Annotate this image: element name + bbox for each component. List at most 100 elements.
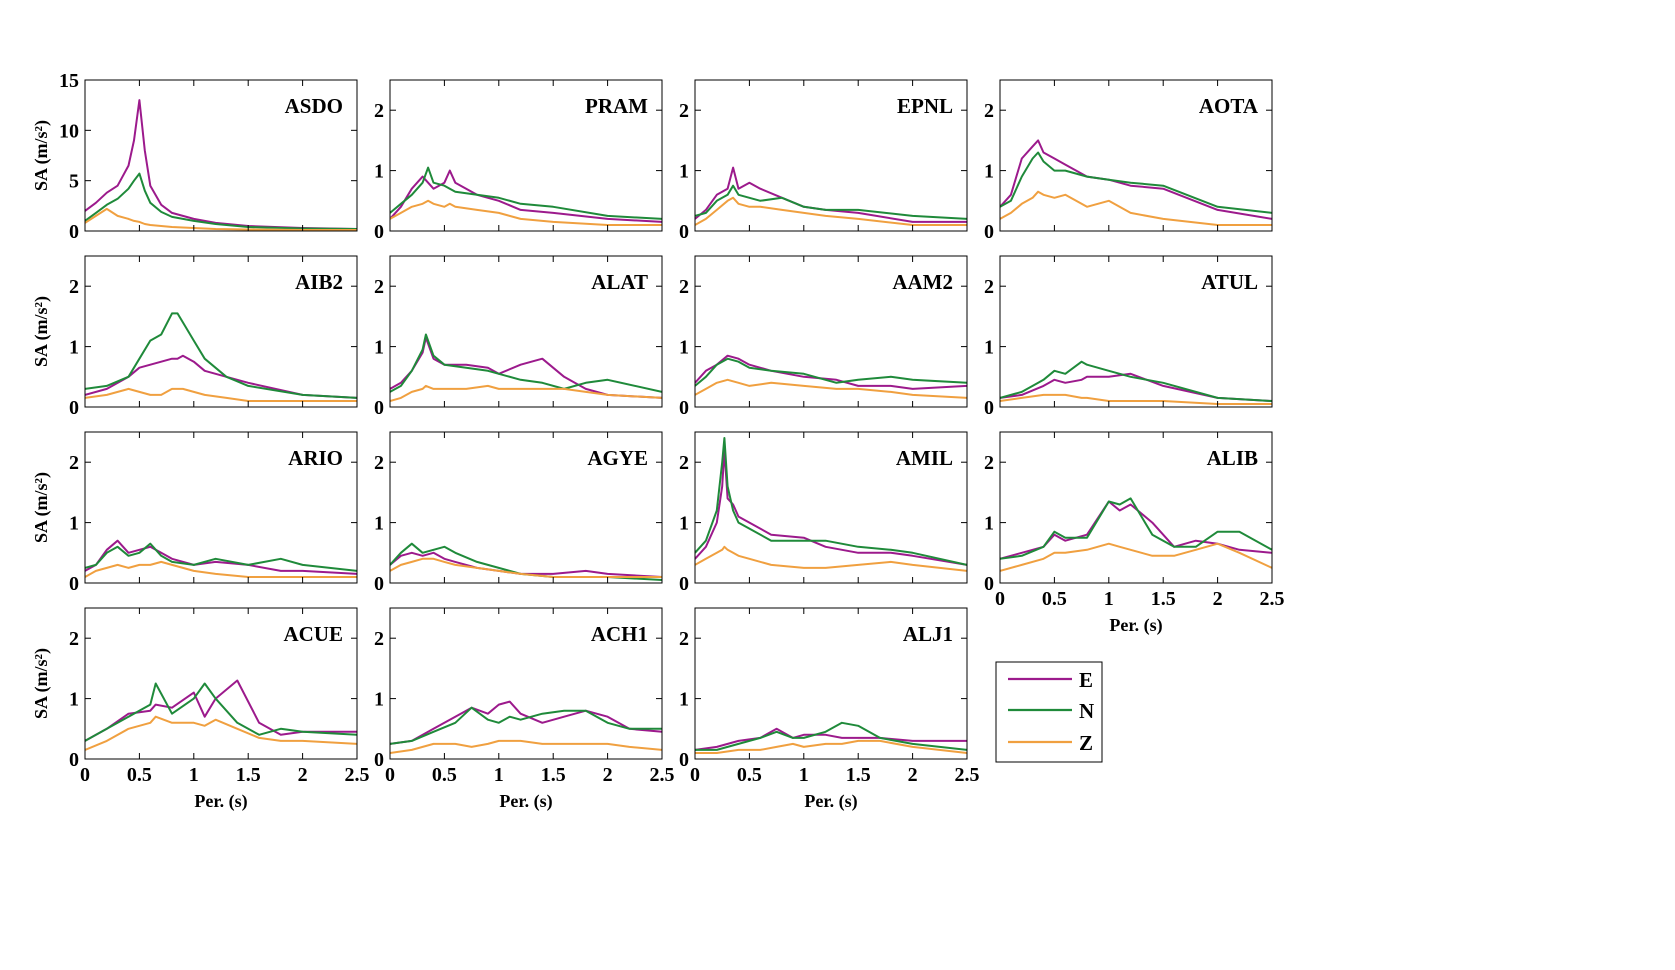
ytick-label: 0 bbox=[679, 221, 689, 243]
series-e-aota bbox=[1000, 139, 1272, 220]
axes-frame-alat bbox=[389, 255, 663, 408]
panel-acue: 0 1 2 0 0.5 1 1.5 2 2.5 ACUE Per. (s) SA (m/s²) bbox=[31, 607, 370, 812]
ytick-label: 1 bbox=[374, 513, 384, 535]
xtick-label: 1.5 bbox=[541, 764, 566, 786]
ytick-label: 0 bbox=[69, 397, 79, 419]
panel-alat: 0 1 2 ALAT bbox=[374, 255, 663, 419]
ytick-label: 1 bbox=[69, 337, 79, 359]
ytick-label: 1 bbox=[679, 689, 689, 711]
ytick-label: 0 bbox=[679, 573, 689, 595]
panel-pram: 0 1 2 PRAM bbox=[374, 79, 663, 243]
y-axis-label: SA (m/s²) bbox=[31, 120, 52, 191]
ytick-label: 2 bbox=[679, 276, 689, 298]
series-z-agye bbox=[390, 557, 662, 578]
ytick-label: 2 bbox=[69, 628, 79, 650]
panel-agye: 0 1 2 AGYE bbox=[374, 431, 663, 595]
series-e-atul bbox=[1000, 372, 1272, 402]
xtick-label: 1.5 bbox=[846, 764, 871, 786]
xtick-label: 2 bbox=[908, 764, 918, 786]
panel-title: PRAM bbox=[585, 94, 648, 118]
axes-frame-alj1 bbox=[694, 607, 968, 760]
ytick-label: 0 bbox=[374, 749, 384, 771]
panel-title: AGYE bbox=[587, 446, 648, 470]
axes-frame-epnl bbox=[694, 79, 968, 232]
y-axis-label: SA (m/s²) bbox=[31, 296, 52, 367]
legend-label-z: Z bbox=[1079, 731, 1093, 755]
series-n-acue bbox=[85, 682, 357, 742]
panel-aota: 0 1 2 AOTA bbox=[984, 79, 1273, 243]
ytick-label: 1 bbox=[984, 161, 994, 183]
series-e-amil bbox=[695, 449, 967, 566]
series-z-alat bbox=[390, 384, 662, 402]
series-z-aota bbox=[1000, 190, 1272, 226]
series-e-aib2 bbox=[85, 354, 357, 399]
legend-label-n: N bbox=[1079, 699, 1094, 723]
xtick-label: 2.5 bbox=[650, 764, 675, 786]
ytick-label: 0 bbox=[984, 573, 994, 595]
panel-title: ACUE bbox=[283, 622, 343, 646]
panel-title: ALAT bbox=[591, 270, 648, 294]
axes-frame-aam2 bbox=[694, 255, 968, 408]
ytick-label: 0 bbox=[984, 397, 994, 419]
xtick-label: 2 bbox=[298, 764, 308, 786]
ytick-label: 1 bbox=[984, 513, 994, 535]
xtick-label: 0.5 bbox=[1042, 588, 1067, 610]
series-z-ach1 bbox=[390, 739, 662, 754]
ytick-label: 2 bbox=[374, 452, 384, 474]
panel-asdo: 0 5 10 15 ASDO SA (m/s²) bbox=[31, 70, 358, 243]
series-z-alib bbox=[1000, 542, 1272, 572]
series-e-alj1 bbox=[695, 727, 967, 751]
axes-frame-aota bbox=[999, 79, 1273, 232]
axes-frame-acue bbox=[84, 607, 358, 760]
ytick-label: 1 bbox=[69, 689, 79, 711]
ytick-label: 0 bbox=[374, 221, 384, 243]
xtick-label: 2.5 bbox=[955, 764, 980, 786]
xtick-label: 2.5 bbox=[345, 764, 370, 786]
panel-aib2: 0 1 2 AIB2 SA (m/s²) bbox=[31, 255, 358, 419]
series-z-pram bbox=[390, 199, 662, 226]
panel-aam2: 0 1 2 AAM2 bbox=[679, 255, 968, 419]
series-n-ach1 bbox=[390, 706, 662, 745]
series-z-aib2 bbox=[85, 387, 357, 402]
xtick-label: 1 bbox=[189, 764, 199, 786]
xtick-label: 0 bbox=[80, 764, 90, 786]
series-z-aam2 bbox=[695, 378, 967, 399]
series-n-aam2 bbox=[695, 357, 967, 387]
panel-title: AAM2 bbox=[892, 270, 953, 294]
series-n-aib2 bbox=[85, 312, 357, 399]
ytick-label: 15 bbox=[59, 70, 79, 92]
ytick-label: 1 bbox=[679, 161, 689, 183]
ytick-label: 1 bbox=[69, 513, 79, 535]
ytick-label: 1 bbox=[984, 337, 994, 359]
series-n-pram bbox=[390, 166, 662, 220]
legend: E N Z bbox=[995, 661, 1103, 763]
xtick-label: 0 bbox=[690, 764, 700, 786]
panel-title: ATUL bbox=[1201, 270, 1258, 294]
axes-frame-asdo bbox=[84, 79, 358, 232]
series-z-atul bbox=[1000, 393, 1272, 405]
ytick-label: 1 bbox=[374, 689, 384, 711]
axes-frame-atul bbox=[999, 255, 1273, 408]
series-n-amil bbox=[695, 437, 967, 566]
ytick-label: 0 bbox=[679, 397, 689, 419]
xtick-label: 0 bbox=[995, 588, 1005, 610]
legend-label-e: E bbox=[1079, 668, 1093, 692]
panel-title: AOTA bbox=[1199, 94, 1259, 118]
axes-frame-alib bbox=[999, 431, 1273, 584]
x-axis-label: Per. (s) bbox=[499, 791, 552, 812]
xtick-label: 1 bbox=[1104, 588, 1114, 610]
x-axis-label: Per. (s) bbox=[1109, 615, 1162, 636]
y-axis-label: SA (m/s²) bbox=[31, 648, 52, 719]
series-e-pram bbox=[390, 169, 662, 223]
x-axis-label: Per. (s) bbox=[804, 791, 857, 812]
ytick-label: 10 bbox=[59, 120, 79, 142]
panel-alib: 0 1 2 0 0.5 1 1.5 2 2.5 ALIB Per. (s) bbox=[984, 431, 1285, 636]
panel-title: ALJ1 bbox=[903, 622, 953, 646]
series-e-ario bbox=[85, 539, 357, 575]
panel-title: AIB2 bbox=[295, 270, 343, 294]
y-axis-label: SA (m/s²) bbox=[31, 472, 52, 543]
panel-title: ALIB bbox=[1207, 446, 1258, 470]
ytick-label: 2 bbox=[984, 276, 994, 298]
